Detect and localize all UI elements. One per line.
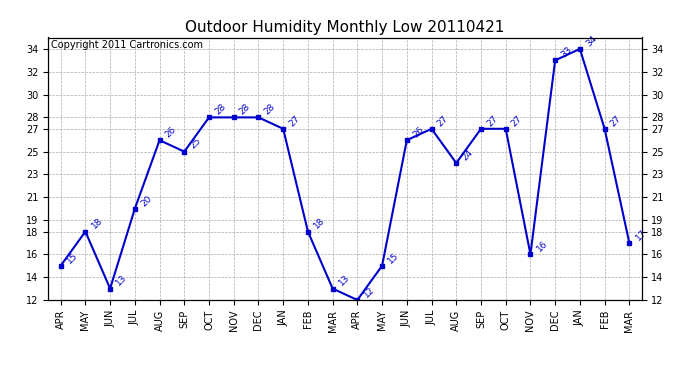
Text: 27: 27: [485, 114, 500, 128]
Text: 26: 26: [164, 125, 178, 140]
Text: 33: 33: [560, 45, 574, 60]
Text: 15: 15: [386, 251, 401, 265]
Text: 28: 28: [263, 102, 277, 117]
Text: 15: 15: [65, 251, 79, 265]
Text: Copyright 2011 Cartronics.com: Copyright 2011 Cartronics.com: [51, 40, 204, 50]
Text: 17: 17: [633, 228, 648, 242]
Title: Outdoor Humidity Monthly Low 20110421: Outdoor Humidity Monthly Low 20110421: [186, 20, 504, 35]
Text: 20: 20: [139, 194, 153, 208]
Text: 13: 13: [115, 273, 129, 288]
Text: 25: 25: [188, 136, 203, 151]
Text: 26: 26: [411, 125, 426, 140]
Text: 27: 27: [609, 114, 623, 128]
Text: 34: 34: [584, 34, 598, 48]
Text: 16: 16: [535, 239, 549, 254]
Text: 18: 18: [312, 216, 326, 231]
Text: 28: 28: [213, 102, 228, 117]
Text: 27: 27: [435, 114, 450, 128]
Text: 28: 28: [238, 102, 253, 117]
Text: 24: 24: [460, 148, 475, 162]
Text: 27: 27: [510, 114, 524, 128]
Text: 27: 27: [287, 114, 302, 128]
Text: 18: 18: [90, 216, 104, 231]
Text: 12: 12: [362, 285, 376, 299]
Text: 13: 13: [337, 273, 351, 288]
